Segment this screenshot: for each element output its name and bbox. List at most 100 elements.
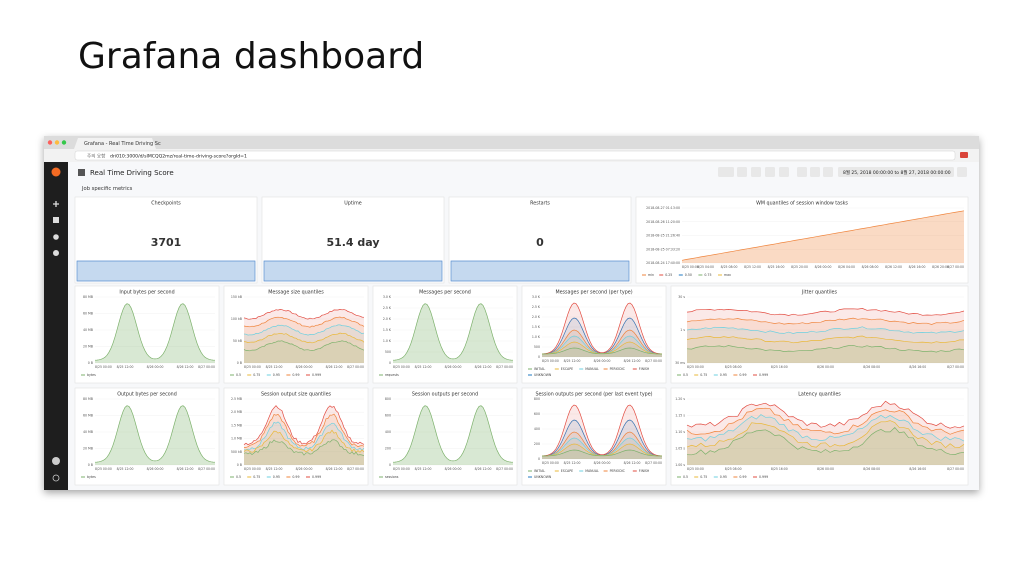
panel-title: Input bytes per second bbox=[119, 290, 174, 296]
panel-title: Output bytes per second bbox=[117, 392, 177, 398]
url[interactable]: dri010:3000/d/sIMCQQ2mz/real-time-drivin… bbox=[110, 153, 247, 159]
series-area bbox=[542, 420, 662, 459]
y-tick-label: 1.0 MB bbox=[231, 437, 242, 441]
refresh-button[interactable] bbox=[957, 167, 967, 177]
legend-label: 0.75 bbox=[700, 373, 707, 377]
y-tick-label: 2018-08-24 17:40:00 bbox=[646, 261, 680, 265]
x-tick-label: 8/25 12:00 bbox=[117, 365, 134, 369]
panel-title: Restarts bbox=[530, 201, 550, 207]
legend-label: sessions bbox=[385, 475, 399, 479]
x-tick-label: 8/25 08:00 bbox=[721, 265, 738, 269]
series-area bbox=[687, 308, 964, 363]
x-tick-label: 8/26 00:00 bbox=[147, 365, 164, 369]
extension-icon[interactable] bbox=[960, 152, 968, 158]
zoom-dot bbox=[61, 140, 67, 145]
x-tick-label: 8/25 00:00 bbox=[687, 365, 704, 369]
y-tick-label: 0 bbox=[538, 355, 540, 359]
dashboards-icon[interactable] bbox=[53, 217, 59, 223]
y-tick-label: 1.05 s bbox=[675, 447, 685, 451]
dashboard-title[interactable]: Real Time Driving Score bbox=[90, 169, 174, 177]
y-tick-label: 500 bbox=[534, 345, 540, 349]
star-button[interactable] bbox=[737, 167, 747, 177]
back-button[interactable] bbox=[797, 167, 807, 177]
x-tick-label: 8/27 00:00 bbox=[347, 365, 364, 369]
panel: Latency quantiles 1.20 s 1.15 s 1.10 s 1.05 … bbox=[670, 387, 969, 486]
y-tick-label: 20 MB bbox=[83, 447, 93, 451]
series-line bbox=[686, 308, 965, 316]
stat-value: 3701 bbox=[151, 236, 182, 249]
time-range[interactable]: 8월 25, 2018 00:00:00 to 8월 27, 2018 00:0… bbox=[843, 169, 951, 176]
panel-title: Latency quantiles bbox=[798, 392, 841, 398]
x-tick-label: 8/26 16:00 bbox=[909, 365, 926, 369]
create-icon[interactable] bbox=[53, 201, 59, 207]
panel-frame bbox=[74, 285, 220, 384]
y-tick-label: 2.5 K bbox=[383, 306, 392, 310]
series-line bbox=[686, 414, 965, 442]
legend-label: 0.99 bbox=[292, 475, 299, 479]
minimize-dot bbox=[54, 140, 60, 145]
x-tick-label: 8/27 00:00 bbox=[198, 467, 215, 471]
series-line bbox=[542, 347, 662, 355]
legend-label: 0.999 bbox=[312, 475, 321, 479]
series-area bbox=[393, 405, 513, 465]
legend-label: 0.95 bbox=[720, 373, 727, 377]
x-tick-label: 8/25 00:00 bbox=[687, 467, 704, 471]
grafana-logo[interactable] bbox=[51, 167, 61, 177]
y-tick-label: 500 bbox=[385, 350, 391, 354]
stat-value: 0 bbox=[536, 236, 544, 249]
x-tick-label: 8/27 00:00 bbox=[645, 359, 662, 363]
legend-label: 0.999 bbox=[759, 475, 768, 479]
add-panel-button[interactable] bbox=[718, 167, 734, 177]
forward-button[interactable] bbox=[823, 167, 833, 177]
panel: Message size quantiles 150 kB 100 kB 50 kB 0… bbox=[223, 285, 369, 384]
legend-label: 0.99 bbox=[739, 475, 746, 479]
x-tick-label: 8/26 00:00 bbox=[296, 365, 313, 369]
x-tick-label: 8/25 12:00 bbox=[415, 365, 432, 369]
row-title[interactable]: Job specific metrics bbox=[81, 186, 133, 192]
legend-label: INITIAL bbox=[534, 469, 545, 473]
x-tick-label: 8/26 12:00 bbox=[624, 359, 641, 363]
y-tick-label: 2.5 MB bbox=[231, 397, 242, 401]
x-tick-label: 8/25 00:00 bbox=[682, 265, 699, 269]
series-line bbox=[686, 317, 965, 325]
x-tick-label: 8/26 08:00 bbox=[862, 265, 879, 269]
y-tick-label: 0 B bbox=[237, 463, 242, 467]
y-tick-label: 150 kB bbox=[231, 295, 242, 299]
x-tick-label: 8/25 12:00 bbox=[117, 467, 134, 471]
legend-label: 0.99 bbox=[739, 373, 746, 377]
tab-title[interactable]: Grafana - Real Time Driving Sc bbox=[84, 141, 161, 147]
share-button[interactable] bbox=[751, 167, 761, 177]
series-area bbox=[687, 345, 964, 363]
legend-label: UNKNOWN bbox=[534, 475, 552, 479]
x-tick-label: 8/27 00:00 bbox=[198, 365, 215, 369]
x-tick-label: 8/25 12:00 bbox=[266, 365, 283, 369]
y-tick-label: 0 bbox=[389, 463, 391, 467]
save-button[interactable] bbox=[765, 167, 775, 177]
y-tick-label: 600 bbox=[385, 414, 391, 418]
y-tick-label: 0 bbox=[538, 457, 540, 461]
active-tab[interactable] bbox=[74, 138, 156, 149]
legend-label: ESCAPE bbox=[561, 469, 573, 473]
series-line bbox=[686, 400, 965, 429]
x-tick-label: 8/25 00:00 bbox=[95, 365, 112, 369]
legend-label: FINISH bbox=[639, 367, 650, 371]
series-line bbox=[244, 413, 365, 448]
help-icon[interactable] bbox=[52, 474, 60, 482]
legend-label: INITIAL bbox=[534, 367, 545, 371]
user-icon[interactable] bbox=[52, 457, 60, 465]
series-line bbox=[541, 404, 663, 457]
time-picker[interactable] bbox=[838, 167, 954, 177]
zoom-button[interactable] bbox=[810, 167, 820, 177]
x-tick-label: 8/26 04:00 bbox=[838, 265, 855, 269]
x-tick-label: 8/25 16:00 bbox=[768, 265, 785, 269]
settings-button[interactable] bbox=[779, 167, 789, 177]
y-tick-label: 200 bbox=[385, 447, 391, 451]
dashboard-icon bbox=[78, 169, 85, 176]
alerting-icon[interactable] bbox=[53, 234, 59, 240]
config-icon[interactable] bbox=[53, 250, 59, 256]
series-line bbox=[243, 340, 365, 352]
legend-label: 0.999 bbox=[312, 373, 321, 377]
y-tick-label: 30 s bbox=[678, 295, 685, 299]
url-bar[interactable] bbox=[74, 150, 956, 161]
